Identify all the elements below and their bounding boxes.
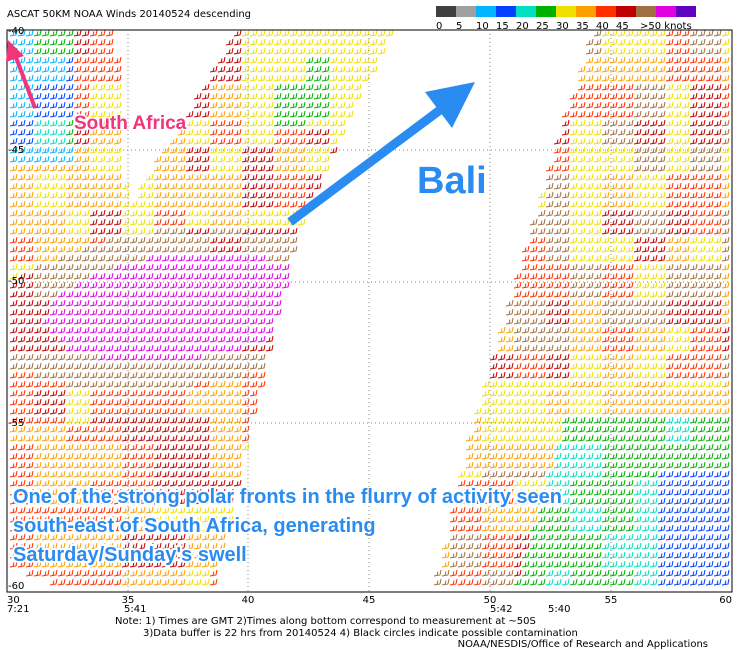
caption-line: One of the strong polar fronts in the fl…: [13, 486, 562, 508]
caption-line: south-east of South Africa, generating: [13, 515, 376, 537]
wind-barb-group: [33, 119, 690, 586]
legend-label: 25: [536, 21, 549, 32]
note: NOAA/NESDIS/Office of Research and Appli…: [458, 639, 708, 650]
legend-label: 30: [556, 21, 569, 32]
legend-swatch: [576, 6, 596, 17]
note: 3)Data buffer is 22 hrs from 20140524 4)…: [143, 628, 578, 639]
legend-swatch: [556, 6, 576, 17]
legend-swatch: [536, 6, 556, 17]
legend-swatch: [616, 6, 636, 17]
legend-swatch: [436, 6, 456, 17]
legend-swatch: [596, 6, 616, 17]
legend-swatch: [676, 6, 696, 17]
legend-label: 35: [576, 21, 589, 32]
legend-label: 20: [516, 21, 529, 32]
legend-label: 10: [476, 21, 489, 32]
lon-label: 55: [605, 595, 618, 606]
legend-label: 40: [596, 21, 609, 32]
time-label: 7:21: [7, 604, 29, 615]
legend-swatch: [456, 6, 476, 17]
lon-label: 35: [122, 595, 135, 606]
time-label: 5:42: [490, 604, 512, 615]
legend-swatch: [476, 6, 496, 17]
lon-label: 45: [363, 595, 376, 606]
wind-barb-group: [33, 29, 730, 586]
lon-label: 30: [7, 595, 20, 606]
wind-barb-group: [9, 29, 74, 163]
legend-label: 0: [436, 21, 442, 32]
arrow: [12, 51, 37, 109]
lat-label: -40: [8, 26, 24, 37]
title: ASCAT 50KM NOAA Winds 20140524 descendin…: [7, 9, 251, 20]
legend-swatch: [496, 6, 516, 17]
label-south-africa: South Africa: [74, 113, 187, 134]
arrow-head: [6, 40, 24, 62]
lon-label: 60: [719, 595, 732, 606]
legend-swatch: [636, 6, 656, 17]
caption-line: Saturday/Sunday's swell: [13, 544, 247, 566]
lat-label: -55: [8, 418, 24, 429]
time-label: 5:41: [124, 604, 146, 615]
wind-barb-group: [41, 254, 290, 361]
legend-swatch: [656, 6, 676, 17]
time-label: 5:40: [548, 604, 570, 615]
wind-barb-group: [9, 56, 730, 586]
lon-label: 50: [484, 595, 497, 606]
wind-barb-group: [9, 56, 730, 586]
legend-swatch: [516, 6, 536, 17]
legend-label: >50 knots: [640, 21, 692, 32]
legend-label: 45: [616, 21, 629, 32]
legend-label: 15: [496, 21, 509, 32]
note: Note: 1) Times are GMT 2)Times along bot…: [115, 616, 536, 627]
wind-barb-group: [9, 29, 730, 586]
arrow: [287, 106, 443, 226]
lat-label: -60: [8, 581, 24, 592]
lat-label: -45: [8, 145, 24, 156]
lat-label: -50: [8, 276, 24, 287]
lon-label: 40: [242, 595, 255, 606]
wind-barb-group: [9, 29, 730, 577]
legend-label: 5: [456, 21, 462, 32]
label-bali: Bali: [417, 160, 487, 202]
arrow-head: [425, 82, 475, 128]
